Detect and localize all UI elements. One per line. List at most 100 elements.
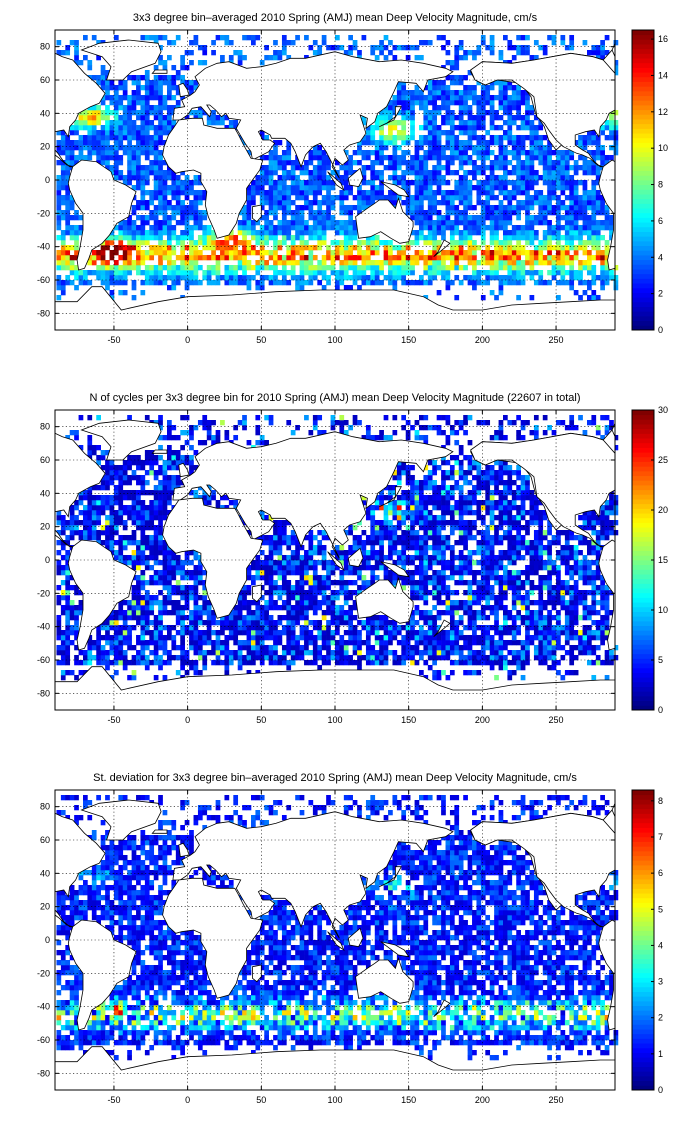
heatmap-cell (167, 465, 172, 471)
heatmap-cell (180, 460, 185, 466)
heatmap-cell (96, 55, 101, 61)
heatmap-cell (304, 160, 309, 166)
heatmap-cell (144, 95, 150, 101)
heatmap-cell (609, 125, 614, 131)
heatmap-cell (290, 590, 296, 596)
heatmap-cell (560, 275, 566, 281)
heatmap-cell (131, 205, 137, 211)
heatmap-cell (113, 145, 119, 151)
heatmap-cell (308, 150, 314, 156)
heatmap-cell (609, 225, 614, 231)
heatmap-cell (281, 570, 287, 576)
heatmap-cell (454, 150, 460, 156)
heatmap-cell (286, 175, 292, 181)
colorbar-swatch (632, 161, 654, 167)
heatmap-cell (494, 95, 499, 101)
heatmap-cell (286, 650, 292, 656)
heatmap-cell (197, 615, 203, 621)
heatmap-cell (100, 480, 106, 486)
heatmap-cell (158, 210, 163, 216)
heatmap-cell (339, 610, 345, 616)
heatmap-cell (516, 105, 521, 111)
heatmap-cell (494, 265, 499, 271)
heatmap-cell (171, 575, 177, 581)
heatmap-cell (321, 575, 327, 581)
heatmap-cell (144, 640, 150, 646)
heatmap-cell (445, 180, 451, 186)
heatmap-cell (308, 280, 314, 286)
heatmap-cell (69, 280, 75, 286)
heatmap-cell (246, 220, 252, 226)
heatmap-cell (251, 625, 256, 631)
heatmap-cell (264, 165, 269, 171)
heatmap-cell (255, 430, 261, 436)
heatmap-cell (273, 635, 278, 641)
heatmap-cell (277, 255, 283, 261)
heatmap-cell (74, 620, 79, 626)
heatmap-cell (259, 60, 265, 66)
heatmap-cell (206, 425, 212, 431)
heatmap-cell (65, 635, 71, 641)
heatmap-cell (277, 605, 283, 611)
heatmap-cell (317, 540, 323, 546)
heatmap-cell (251, 645, 256, 651)
heatmap-cell (511, 255, 517, 261)
heatmap-cell (445, 50, 451, 56)
heatmap-cell (613, 125, 619, 131)
heatmap-cell (273, 160, 278, 166)
heatmap-cell (485, 250, 491, 256)
heatmap-cell (180, 585, 185, 591)
heatmap-cell (321, 35, 327, 41)
heatmap-cell (445, 255, 451, 261)
heatmap-cell (180, 220, 185, 226)
heatmap-cell (472, 175, 477, 181)
heatmap-cell (436, 85, 442, 91)
heatmap-cell (273, 570, 278, 576)
heatmap-cell (242, 210, 247, 216)
heatmap-cell (144, 105, 150, 111)
heatmap-cell (246, 650, 252, 656)
heatmap-cell (547, 260, 552, 266)
heatmap-cell (189, 665, 194, 671)
heatmap-cell (392, 170, 398, 176)
heatmap-cell (237, 265, 243, 271)
heatmap-cell (56, 205, 62, 211)
heatmap-cell (374, 120, 380, 126)
heatmap-cell (317, 160, 323, 166)
heatmap-cell (560, 250, 566, 256)
heatmap-cell (140, 85, 146, 91)
heatmap-cell (264, 555, 269, 561)
heatmap-cell (91, 500, 97, 506)
heatmap-cell (153, 135, 159, 141)
heatmap-cell (547, 195, 552, 201)
heatmap-cell (560, 190, 566, 196)
heatmap-cell (498, 105, 504, 111)
heatmap-cell (233, 435, 239, 441)
heatmap-cell (551, 160, 557, 166)
heatmap-cell (511, 85, 517, 91)
heatmap-cell (286, 520, 292, 526)
heatmap-cell (122, 290, 128, 296)
heatmap-cell (525, 100, 530, 106)
heatmap-cell (591, 245, 597, 251)
heatmap-cell (308, 265, 314, 271)
heatmap-cell (113, 635, 119, 641)
heatmap-cell (158, 655, 163, 661)
heatmap-cell (140, 570, 146, 576)
heatmap-cell (281, 590, 287, 596)
heatmap-cell (542, 155, 548, 161)
heatmap-cell (153, 175, 159, 181)
heatmap-cell (304, 535, 309, 541)
heatmap-cell (330, 610, 336, 616)
heatmap-cell (184, 235, 190, 241)
heatmap-cell (83, 670, 88, 676)
heatmap-cell (180, 60, 185, 66)
heatmap-cell (427, 90, 433, 96)
heatmap-cell (379, 50, 384, 56)
heatmap-cell (175, 85, 181, 91)
heatmap-cell (237, 630, 243, 636)
colorbar-swatch (632, 255, 654, 261)
heatmap-cell (60, 595, 66, 601)
heatmap-cell (419, 190, 424, 196)
heatmap-cell (202, 655, 208, 661)
